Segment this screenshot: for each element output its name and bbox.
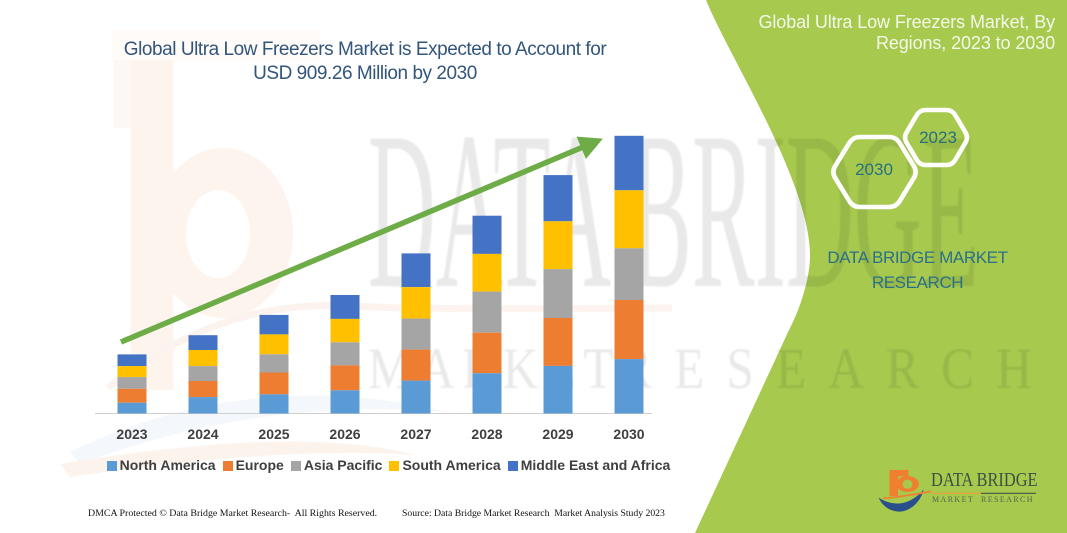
svg-text:DATA BRIDGE: DATA BRIDGE: [368, 85, 979, 335]
svg-text:RESEARCH: RESEARCH: [619, 336, 1054, 401]
